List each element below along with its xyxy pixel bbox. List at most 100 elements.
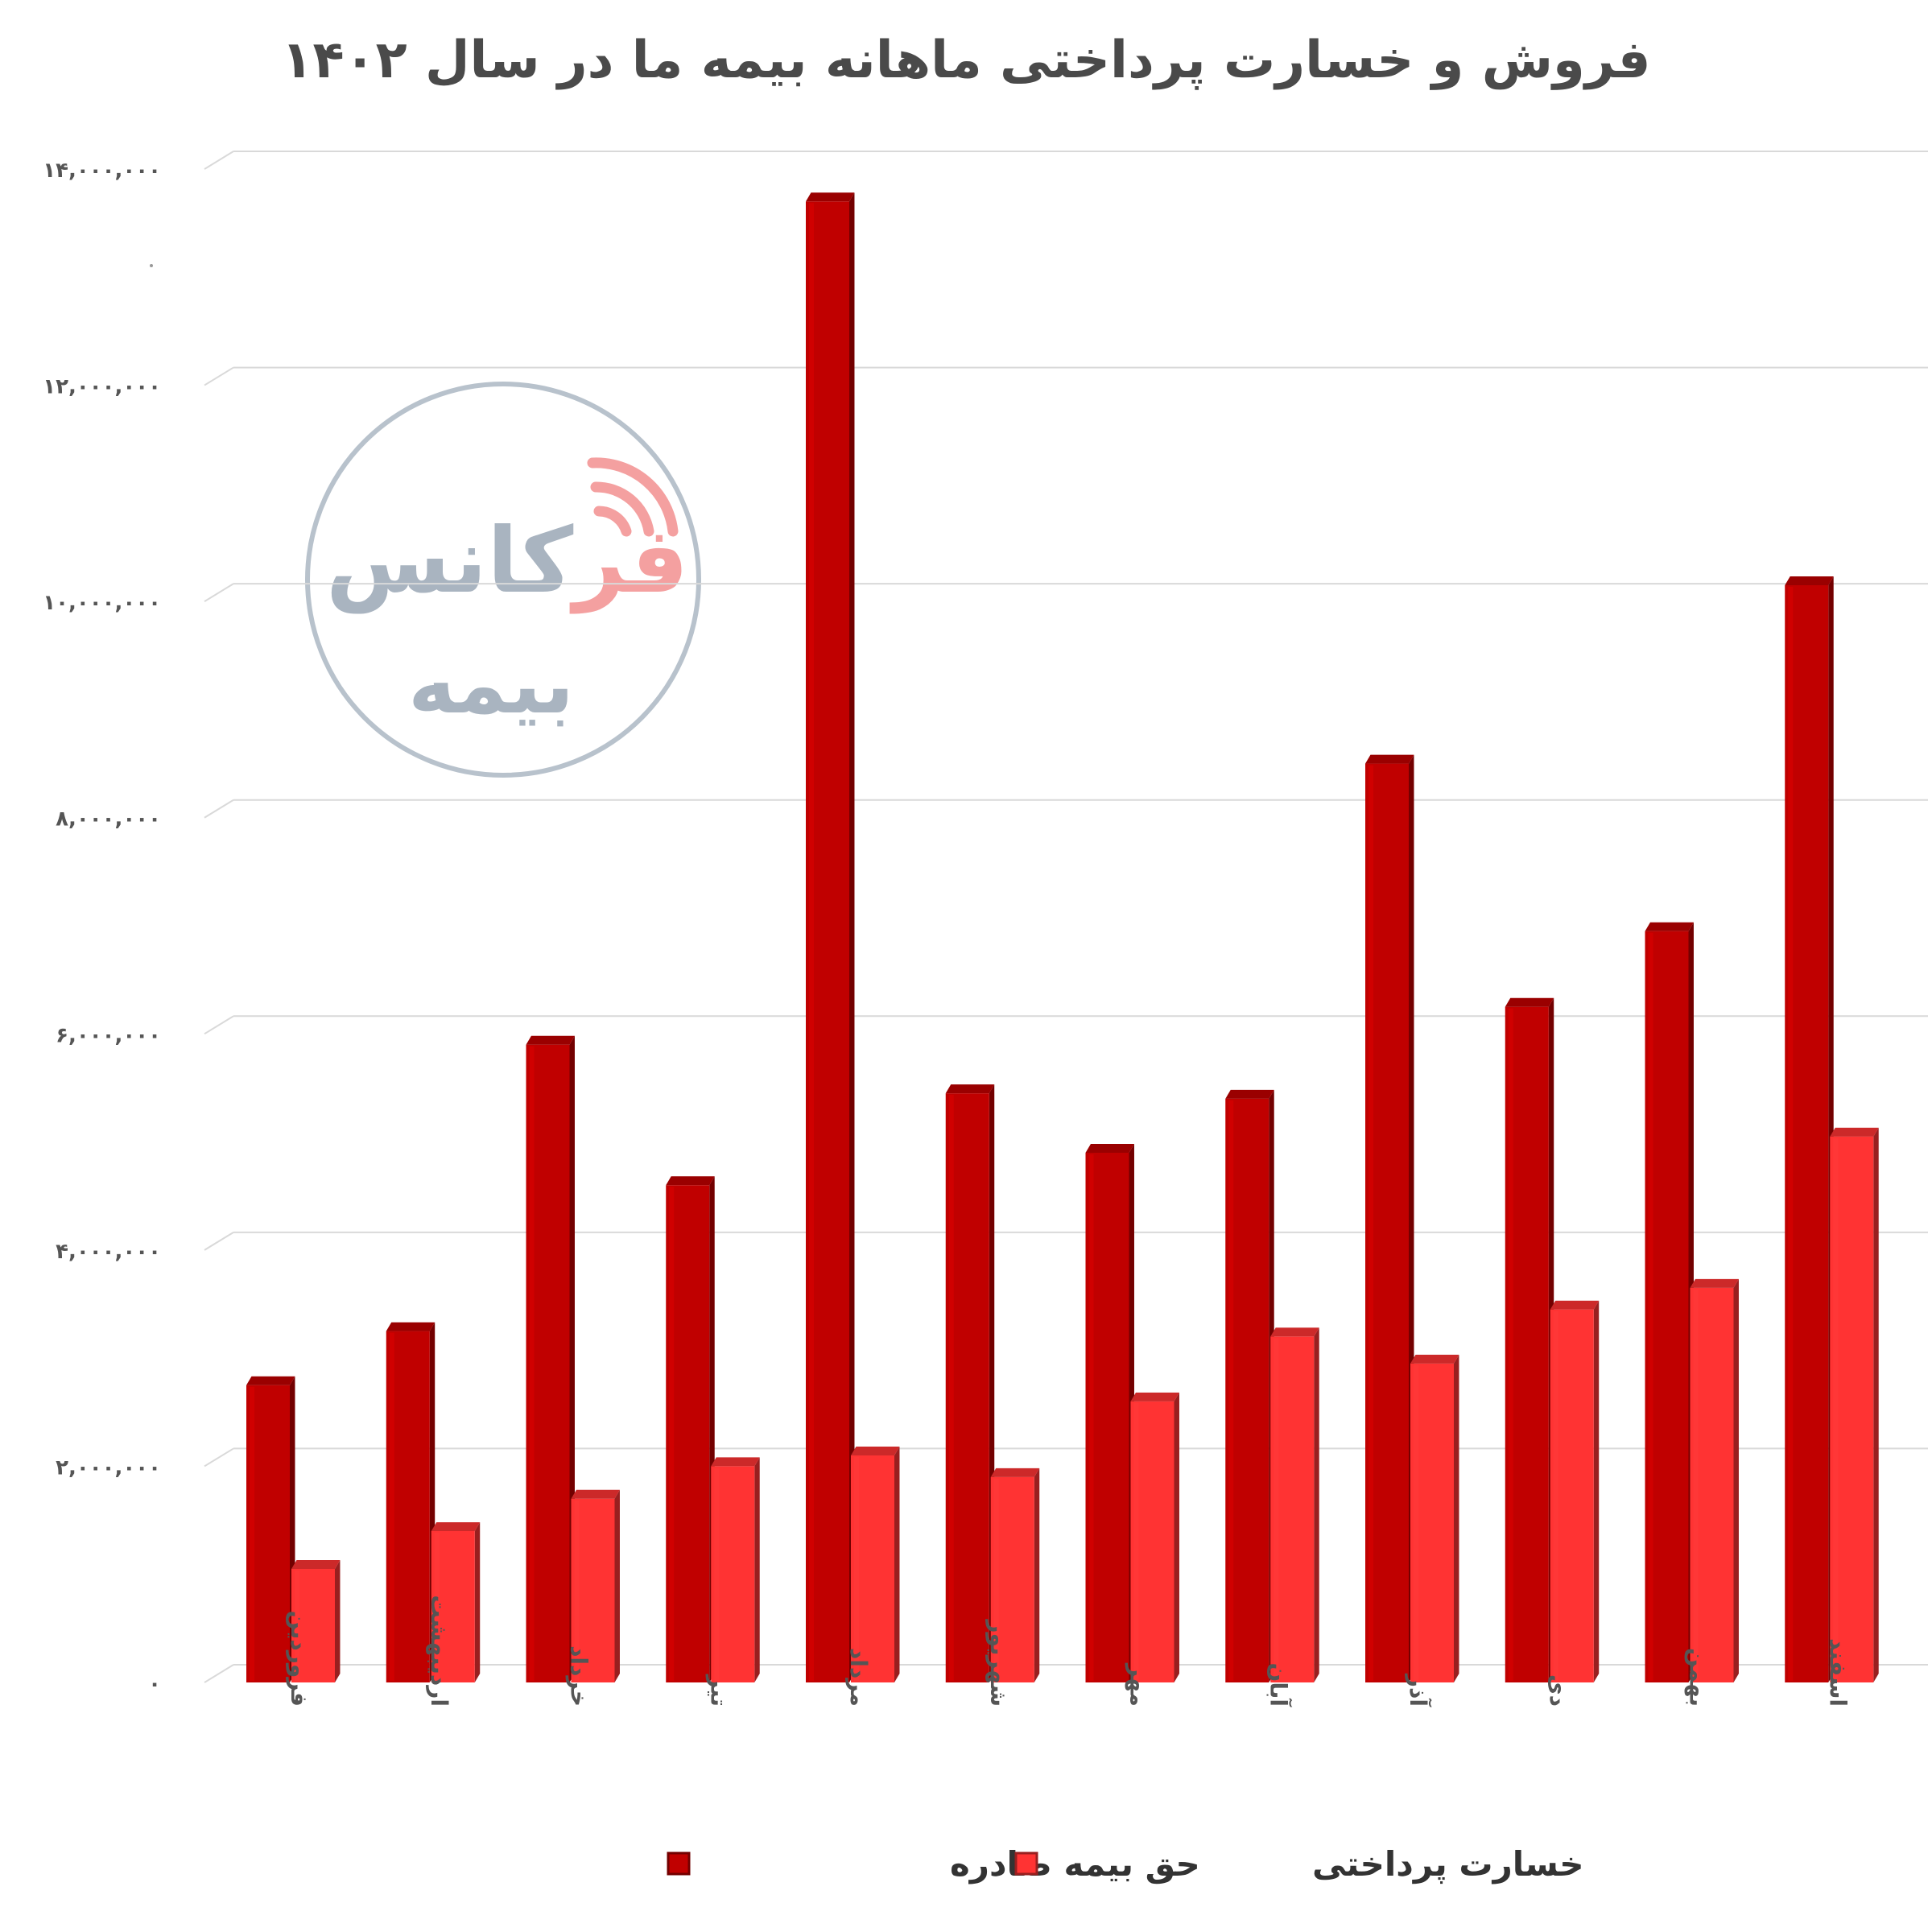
bar-side xyxy=(1034,1468,1040,1682)
x-axis-labels: فروردین اردیبهشت خرداد تیر مرداد شهریور مهر آبا… xyxy=(286,1595,1851,1707)
y-tick-label: ۱۲,۰۰۰,۰۰۰ xyxy=(43,375,161,399)
bar-highlight xyxy=(948,1095,954,1681)
svg-text:فرکانس: فرکانس xyxy=(326,509,689,613)
bar-top xyxy=(1830,1127,1879,1137)
x-tick-label: مرداد xyxy=(845,1648,872,1707)
bar-top xyxy=(1365,754,1414,764)
bar-top xyxy=(571,1489,620,1499)
bar xyxy=(1085,1144,1134,1682)
bar xyxy=(1690,1278,1739,1682)
bar-highlight xyxy=(809,203,814,1681)
watermark-brand-gray: کانس xyxy=(326,509,574,613)
bar-top xyxy=(806,192,855,202)
gridline-side xyxy=(204,366,234,386)
legend-item: خسارت پرداختی xyxy=(1014,1844,1584,1885)
bar xyxy=(1225,1089,1274,1682)
bar xyxy=(1130,1392,1179,1682)
bar-side xyxy=(849,192,855,1682)
x-tick-label: آذر xyxy=(1405,1673,1432,1707)
bar-top xyxy=(1085,1144,1134,1153)
bar xyxy=(1505,997,1554,1682)
x-tick-label: اسفند xyxy=(1824,1638,1851,1707)
x-tick-label: تیر xyxy=(705,1674,732,1707)
legend-label: خسارت پرداختی xyxy=(1312,1844,1584,1885)
bar-top xyxy=(431,1522,481,1531)
watermark-brand-accent: فر xyxy=(569,509,688,613)
bar xyxy=(526,1035,575,1682)
bar xyxy=(711,1457,760,1682)
bar-top xyxy=(666,1176,715,1186)
bar-top xyxy=(945,1084,995,1094)
bar-top xyxy=(1225,1089,1274,1099)
y-axis: ۰ ۲,۰۰۰,۰۰۰ ۴,۰۰۰,۰۰۰ ۶,۰۰۰,۰۰۰ ۸,۰۰۰,۰۰۰ ۱۰,… xyxy=(43,159,161,1696)
bar-highlight xyxy=(250,1386,254,1681)
gridline-side xyxy=(204,151,234,170)
bar-highlight xyxy=(1508,1008,1513,1681)
bar-side xyxy=(1314,1327,1319,1682)
bar xyxy=(291,1560,341,1682)
signal-icon xyxy=(587,457,679,537)
bar xyxy=(1410,1354,1459,1682)
bar-side xyxy=(474,1522,481,1682)
bar-highlight xyxy=(574,1500,580,1681)
bar-highlight xyxy=(1693,1289,1699,1681)
y-tick-label: ۴,۰۰۰,۰۰۰ xyxy=(56,1240,161,1264)
x-tick-label: بهمن xyxy=(1685,1648,1711,1707)
bar-side xyxy=(1873,1127,1879,1682)
bar-highlight xyxy=(1833,1137,1839,1681)
bar xyxy=(1550,1300,1600,1682)
gridline-side xyxy=(204,1015,234,1035)
bar-side xyxy=(754,1457,760,1682)
bar-highlight xyxy=(714,1468,720,1681)
bar-top xyxy=(246,1376,295,1385)
bar-highlight xyxy=(1788,587,1794,1681)
bar xyxy=(1785,576,1834,1682)
y-tick-label: ۸,۰۰۰,۰۰۰ xyxy=(56,807,161,832)
bar-top xyxy=(1410,1354,1459,1364)
bar xyxy=(990,1468,1040,1682)
bar xyxy=(571,1489,620,1682)
bar-highlight xyxy=(669,1187,675,1681)
bar-side xyxy=(1733,1278,1739,1682)
watermark-subtitle: بیمه xyxy=(408,638,574,732)
x-tick-label: فروردین xyxy=(286,1611,312,1707)
bar xyxy=(666,1176,715,1682)
axis-dot xyxy=(150,264,153,267)
watermark-logo: فرکانس بیمه xyxy=(305,382,701,778)
bar xyxy=(1365,754,1414,1682)
bar-highlight xyxy=(434,1533,440,1681)
x-tick-label: خرداد xyxy=(566,1645,592,1707)
legend-label: حق بیمه صادره xyxy=(950,1844,1200,1885)
bar-side xyxy=(894,1447,900,1682)
bars xyxy=(246,192,1879,1682)
y-tick-label: ۶,۰۰۰,۰۰۰ xyxy=(56,1023,161,1047)
chart-title: فروش و خسارت پرداختی ماهانه بیمه ما در س… xyxy=(281,31,1651,90)
bar-top xyxy=(1130,1392,1179,1402)
x-tick-label: شهریور xyxy=(985,1618,1012,1707)
legend-swatch xyxy=(1014,1852,1038,1876)
bar xyxy=(246,1376,295,1682)
bar xyxy=(851,1447,900,1682)
bar-top xyxy=(1645,922,1694,931)
bar-highlight xyxy=(1274,1338,1279,1681)
bar xyxy=(1830,1127,1879,1682)
bar-top xyxy=(851,1447,900,1455)
bar-highlight xyxy=(389,1332,394,1681)
x-tick-label: اردیبهشت xyxy=(426,1595,452,1707)
bar-top xyxy=(1690,1278,1739,1288)
bar-side xyxy=(1454,1354,1459,1682)
gridline-side xyxy=(204,1447,234,1468)
bar-highlight xyxy=(1228,1100,1234,1681)
x-tick-label: مهر xyxy=(1125,1662,1152,1707)
bar-side xyxy=(335,1560,341,1682)
bar-side xyxy=(614,1489,620,1682)
y-tick-label: ۱۰,۰۰۰,۰۰۰ xyxy=(43,591,161,615)
bar xyxy=(1645,922,1694,1682)
bar-top xyxy=(1785,576,1834,585)
y-tick-label: ۲,۰۰۰,۰۰۰ xyxy=(56,1455,161,1480)
bar xyxy=(945,1084,995,1682)
bar-top xyxy=(711,1457,760,1467)
bar xyxy=(1270,1327,1319,1682)
y-tick-label: ۱۴,۰۰۰,۰۰۰ xyxy=(43,159,161,183)
